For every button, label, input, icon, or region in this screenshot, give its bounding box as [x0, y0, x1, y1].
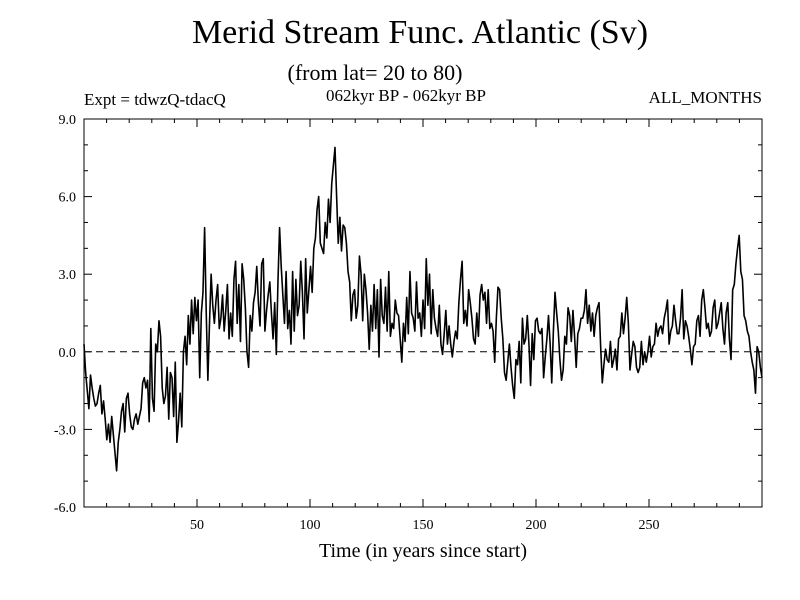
x-axis-label: Time (in years since start) [318, 540, 528, 562]
x-tick-label: 50 [190, 518, 204, 533]
experiment-label: Expt = tdwzQ-tdacQ [84, 90, 226, 109]
y-tick-label: 3.0 [59, 268, 77, 283]
chart-subtitle: (from lat= 20 to 80) [287, 60, 463, 85]
y-tick-label: 6.0 [59, 191, 77, 206]
x-tick-label: 200 [526, 518, 547, 533]
x-tick-label: 150 [413, 518, 434, 533]
chart-title: Merid Stream Func. Atlantic (Sv) [191, 14, 649, 51]
y-tick-label: -6.0 [54, 501, 76, 516]
x-tick-label: 100 [300, 518, 321, 533]
series-line [83, 146, 763, 472]
period-label: 062kyr BP - 062kyr BP [326, 86, 486, 105]
months-label: ALL_MONTHS [648, 88, 762, 107]
y-tick-label: -3.0 [54, 423, 76, 438]
y-tick-label: 9.0 [59, 113, 77, 128]
y-tick-label: 0.0 [59, 346, 77, 361]
x-tick-label: 250 [639, 518, 660, 533]
